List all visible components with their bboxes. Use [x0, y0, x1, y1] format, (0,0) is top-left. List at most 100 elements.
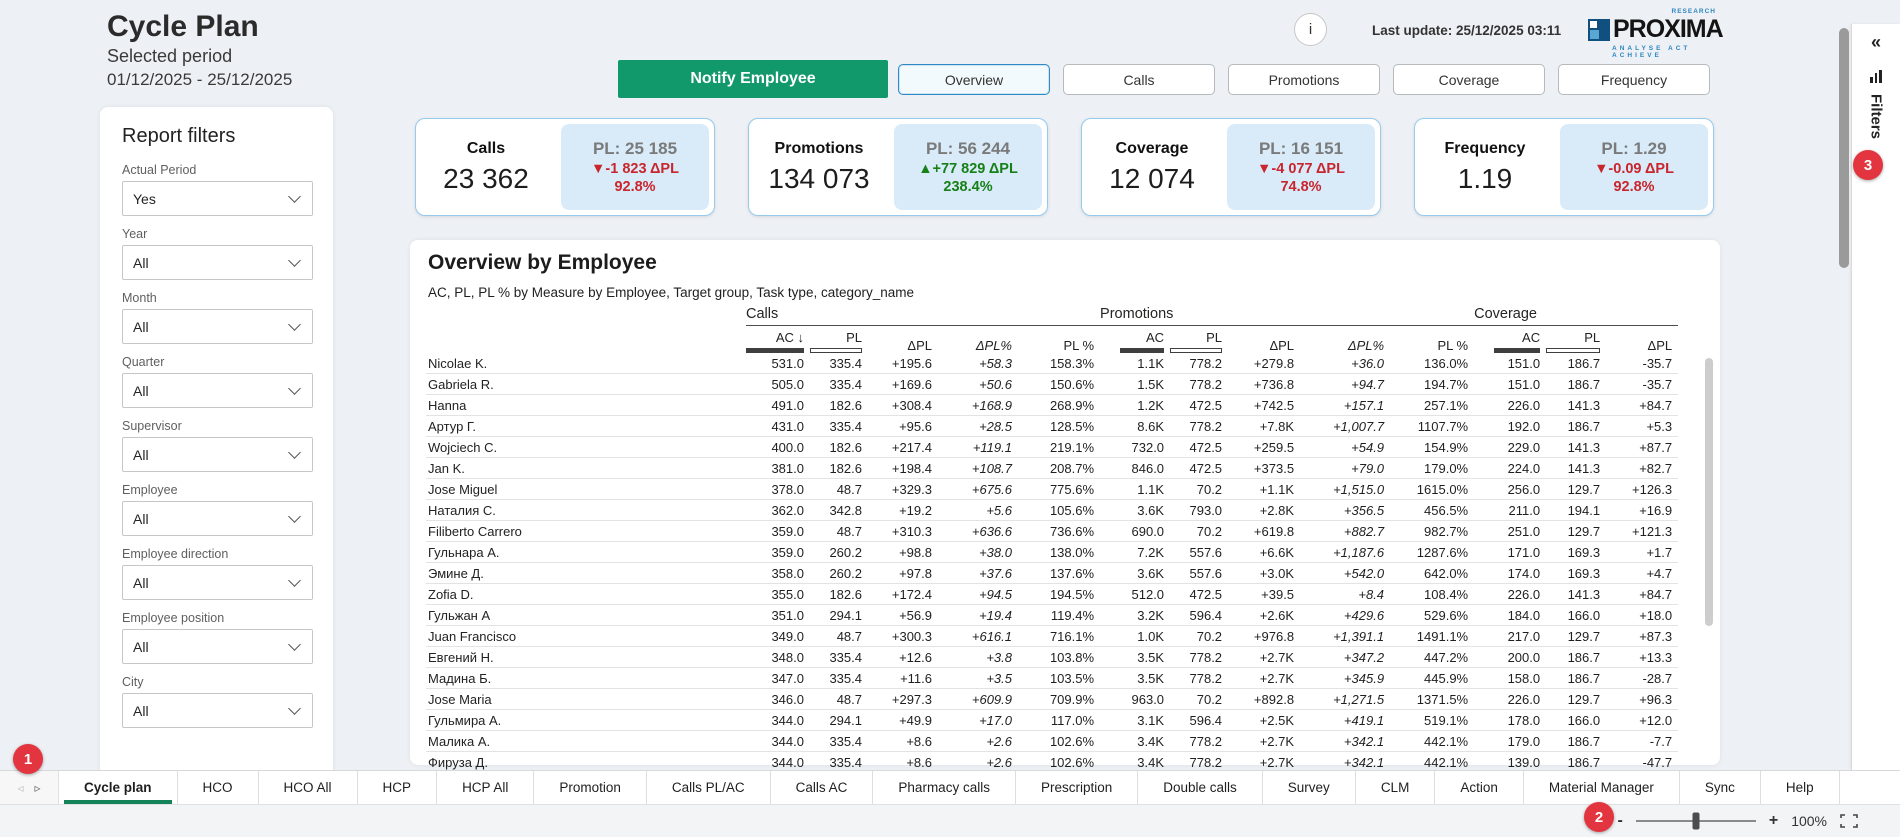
cell: 456.5%	[1390, 499, 1475, 521]
tab-promotion[interactable]: Promotion	[534, 771, 647, 804]
column-header-pl[interactable]: ΔPL	[1647, 338, 1673, 353]
filter-sliders-icon[interactable]	[1852, 70, 1900, 83]
cell: 778.2	[1170, 353, 1229, 374]
cell: 1371.5%	[1390, 688, 1475, 710]
tab-cycle-plan[interactable]: Cycle plan	[59, 771, 178, 804]
employee-name: Наталия С.	[426, 499, 746, 521]
notify-employee-button[interactable]: Notify Employee	[618, 60, 888, 98]
filter-select-employee-position[interactable]: All	[122, 629, 313, 664]
tab-double-calls[interactable]: Double calls	[1138, 771, 1263, 804]
column-header-ac[interactable]: AC	[1474, 326, 1546, 353]
collapse-pane-icon[interactable]: «	[1870, 32, 1881, 52]
filter-select-quarter[interactable]: All	[122, 373, 313, 408]
column-header-pl[interactable]: ΔPL%	[975, 338, 1012, 353]
tab-help[interactable]: Help	[1761, 771, 1840, 804]
tab-hcp-all[interactable]: HCP All	[437, 771, 535, 804]
column-group-promotions: Promotions	[1100, 306, 1475, 326]
cell: 381.0	[746, 457, 810, 479]
cell: +13.3	[1606, 646, 1679, 668]
employee-name: Juan Francisco	[426, 625, 746, 647]
zoom-in-button[interactable]: +	[1768, 812, 1779, 829]
filter-select-actual-period[interactable]: Yes	[122, 181, 313, 216]
tab-prescription[interactable]: Prescription	[1016, 771, 1139, 804]
filter-select-year[interactable]: All	[122, 245, 313, 280]
cell: 138.0%	[1018, 541, 1101, 563]
zoom-slider[interactable]	[1635, 812, 1756, 830]
tab-hcp[interactable]: HCP	[358, 771, 438, 804]
column-header-pl[interactable]: PL %	[1063, 338, 1095, 353]
kpi-plan-box: PL: 56 244 ▲+77 829 ΔPL 238.4%	[894, 124, 1042, 210]
cell: 344.0	[746, 730, 810, 752]
tab-pharmacy-calls[interactable]: Pharmacy calls	[873, 771, 1016, 804]
column-header-pl[interactable]: PL	[1170, 326, 1228, 353]
column-header-ac[interactable]: AC ↓	[746, 326, 810, 353]
cell: 102.6%	[1018, 730, 1101, 752]
filter-select-city[interactable]: All	[122, 693, 313, 728]
view-tab-calls[interactable]: Calls	[1063, 64, 1215, 95]
tab-clm[interactable]: CLM	[1356, 771, 1436, 804]
view-tab-promotions[interactable]: Promotions	[1228, 64, 1380, 95]
tab-hco[interactable]: HCO	[178, 771, 259, 804]
cell: 200.0	[1474, 646, 1547, 668]
tab-sync[interactable]: Sync	[1680, 771, 1761, 804]
tab-calls-pl-ac[interactable]: Calls PL/AC	[647, 771, 771, 804]
cell: 778.2	[1170, 373, 1229, 395]
cell: +5.6	[938, 499, 1018, 521]
page-scrollbar[interactable]	[1839, 28, 1849, 268]
cell: 596.4	[1170, 709, 1229, 731]
cell: 982.7%	[1390, 520, 1475, 542]
kpi-plan-box: PL: 16 151 ▼-4 077 ΔPL 74.8%	[1227, 124, 1375, 210]
tab-survey[interactable]: Survey	[1263, 771, 1356, 804]
view-tab-coverage[interactable]: Coverage	[1393, 64, 1545, 95]
tab-action[interactable]: Action	[1435, 771, 1524, 804]
filter-select-employee[interactable]: All	[122, 501, 313, 536]
cell: 257.1%	[1390, 394, 1475, 416]
filter-group-month: Month All	[122, 291, 313, 344]
cell: 3.5K	[1100, 646, 1171, 668]
info-icon[interactable]: i	[1294, 13, 1327, 46]
filter-select-month[interactable]: All	[122, 309, 313, 344]
cell: +1.1K	[1228, 478, 1301, 500]
cell: 217.0	[1474, 625, 1547, 647]
employee-name: Гульнара А.	[426, 541, 746, 563]
filter-selected-value: All	[133, 574, 149, 591]
cell: +108.7	[938, 457, 1018, 479]
column-group-coverage: Coverage	[1474, 306, 1679, 326]
filter-select-employee-direction[interactable]: All	[122, 565, 313, 600]
view-tab-overview[interactable]: Overview	[898, 64, 1050, 95]
next-page-icon[interactable]: ▹	[34, 780, 41, 795]
cell: +279.8	[1228, 353, 1301, 374]
filters-pane-label[interactable]: Filters	[1867, 94, 1885, 140]
column-group-calls: Calls	[746, 306, 1101, 326]
cell: +345.9	[1300, 667, 1391, 689]
column-header-pl[interactable]: ΔPL%	[1347, 338, 1385, 353]
column-header-pl[interactable]: PL	[1546, 326, 1606, 353]
cell: 184.0	[1474, 604, 1547, 626]
fit-to-screen-icon[interactable]	[1840, 814, 1858, 828]
cell: 136.0%	[1390, 353, 1475, 374]
view-tab-frequency[interactable]: Frequency	[1558, 64, 1710, 95]
column-header-pl[interactable]: PL %	[1437, 338, 1469, 353]
cell: 194.5%	[1018, 583, 1101, 605]
filter-label: Actual Period	[122, 163, 197, 177]
column-header-ac[interactable]: AC	[1100, 326, 1170, 353]
cell: 778.2	[1170, 751, 1229, 773]
prev-page-icon[interactable]: ◃	[17, 780, 24, 795]
zoom-out-button[interactable]: -	[1617, 812, 1623, 829]
filter-group-employee-position: Employee position All	[122, 611, 313, 664]
matrix-scrollbar[interactable]	[1705, 358, 1713, 626]
tab-calls-ac[interactable]: Calls AC	[771, 771, 874, 804]
cell: -35.7	[1606, 353, 1679, 374]
cell: 512.0	[1100, 583, 1171, 605]
column-header-pl[interactable]: ΔPL	[1269, 338, 1295, 353]
kpi-card-row: Calls 23 362 PL: 25 185 ▼-1 823 ΔPL 92.8% Pro…	[415, 118, 1714, 216]
column-header-pl[interactable]: PL	[810, 326, 868, 353]
filter-selected-value: All	[133, 254, 149, 271]
column-header-pl[interactable]: ΔPL	[907, 338, 932, 353]
filter-select-supervisor[interactable]: All	[122, 437, 313, 472]
zoom-slider-thumb[interactable]	[1692, 812, 1700, 830]
tab-material-manager[interactable]: Material Manager	[1524, 771, 1680, 804]
tab-hco-all[interactable]: HCO All	[259, 771, 358, 804]
cell: 137.6%	[1018, 562, 1101, 584]
cell: +121.3	[1606, 520, 1679, 542]
